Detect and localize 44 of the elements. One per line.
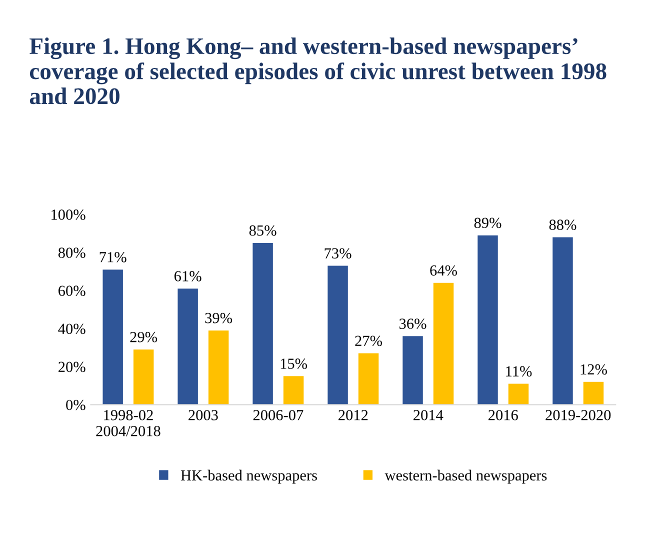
bar [178,288,198,405]
data-label: 15% [280,358,308,369]
data-label: 85% [249,225,276,236]
bar [402,336,423,405]
bar [478,235,498,405]
chart-title: Figure 1. Hong Kong– and western-based newspapers’ coverage of selected episodes of civic unrest between 1998 and 2020 [30,38,606,104]
y-tick-label: 60% [58,286,86,296]
bar [133,350,154,405]
data-label: 39% [205,312,232,324]
bar [433,282,454,405]
x-tick-label: 2019-2020 [546,410,611,420]
legend-label: western-based newspapers [384,470,547,484]
x-tick-label: 2003 [188,410,218,420]
data-label: 71% [100,252,126,262]
bar [102,270,123,405]
bar [208,330,229,405]
bar [583,382,604,405]
bar [252,242,273,405]
y-tick-label: 20% [58,362,86,372]
y-tick-label: 0% [66,400,86,410]
bar [358,353,379,405]
data-label: 89% [474,218,502,228]
x-tick-label: 2014 [414,410,444,420]
y-tick-label: 100% [52,210,86,220]
data-label: 64% [430,265,457,276]
data-label: 27% [355,336,382,346]
data-label: 73% [324,248,352,259]
bar [508,384,529,405]
data-label: 61% [174,271,202,282]
bar [283,376,304,405]
y-tick-label: 80% [58,248,86,258]
data-label: 11% [506,366,532,377]
data-label: 36% [400,318,426,329]
bar [552,237,573,405]
x-tick-label: 2016 [488,410,518,420]
y-tick-label: 40% [58,324,86,334]
data-label: 88% [549,220,576,230]
x-tick-label: 1998-02 2004/2018 [96,410,160,436]
x-tick-label: 2006-07 [253,410,304,420]
data-label: 29% [130,332,158,342]
bar [328,266,348,405]
x-tick-label: 2012 [338,410,368,420]
legend-label: HK-based newspapers [180,470,317,484]
data-label: 12% [580,364,607,375]
